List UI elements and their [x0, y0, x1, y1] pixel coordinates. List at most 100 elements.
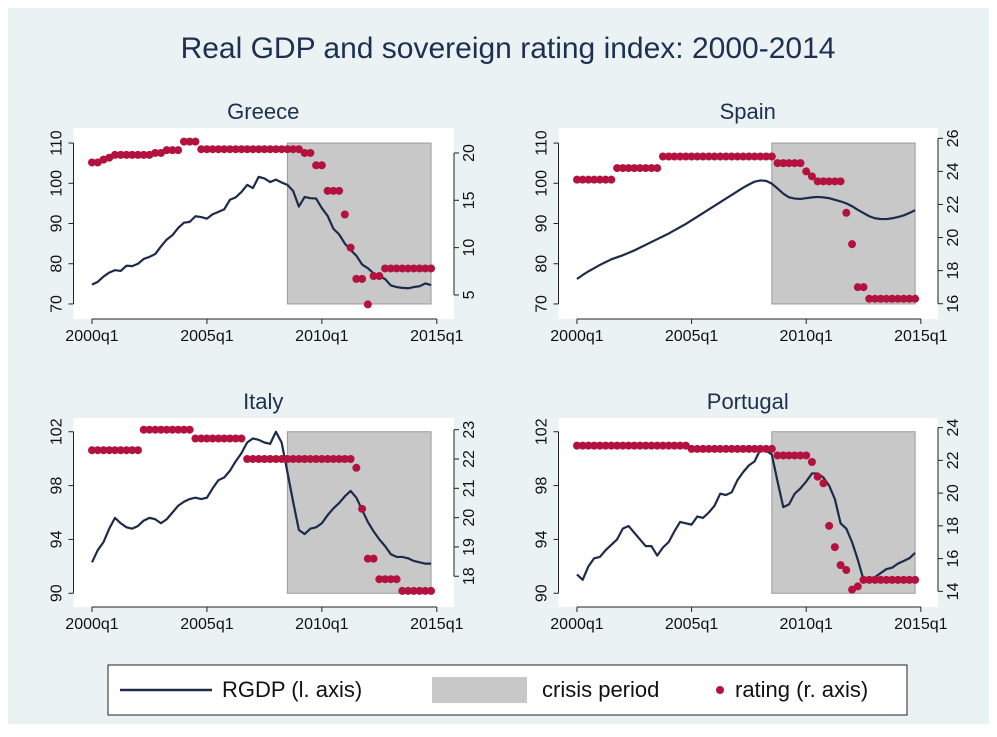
rating-dot: [87, 446, 96, 455]
rating-dot: [888, 575, 897, 584]
rating-dot: [145, 425, 154, 434]
rgdp-line: [90, 430, 432, 565]
rating-dot: [386, 264, 395, 273]
rating-dot: [658, 152, 667, 161]
rating-dot: [641, 441, 650, 450]
rating-dot: [156, 425, 165, 434]
rating-dot: [409, 586, 418, 595]
x-tick-label: 2005q1: [180, 616, 233, 633]
rating-dot: [744, 444, 753, 453]
rating-dot: [133, 150, 142, 159]
rating-dot: [197, 434, 206, 443]
rating-dot: [306, 148, 315, 157]
rating-dot: [202, 434, 211, 443]
x-tick-label: 2005q1: [180, 328, 233, 345]
rating-dot: [756, 444, 765, 453]
rating-dot: [704, 444, 713, 453]
rating-dot: [613, 164, 622, 173]
y-tick-label: 98: [49, 477, 66, 495]
rating-dot: [653, 441, 662, 450]
rating-dot: [848, 240, 857, 249]
rating-dot: [584, 441, 593, 450]
rating-dot: [727, 152, 736, 161]
rating-dot: [613, 441, 622, 450]
y2-tick-label: 10: [461, 239, 478, 257]
legend-label: rating (r. axis): [735, 677, 868, 702]
rating-dot: [369, 272, 378, 281]
rating-dot: [421, 264, 430, 273]
rating-dot: [381, 575, 390, 584]
rating-dot: [836, 177, 845, 186]
rating-dot: [590, 441, 599, 450]
rating-dot: [905, 575, 914, 584]
rating-dot: [762, 152, 771, 161]
rating-dot: [636, 164, 645, 173]
rating-dot: [179, 425, 188, 434]
rating-dot: [87, 158, 96, 167]
y-tick-label: 102: [534, 418, 551, 445]
x-tick-label: 2000q1: [550, 328, 603, 345]
rating-dot: [271, 455, 280, 464]
y2-tick-label: 18: [945, 262, 962, 280]
rating-dot: [283, 455, 292, 464]
rating-dot: [676, 441, 685, 450]
rating-dot: [836, 561, 845, 570]
y2-tick-label: 19: [461, 538, 478, 556]
rating-dot: [882, 294, 891, 303]
rating-dot: [283, 145, 292, 154]
rating-dot: [578, 175, 587, 184]
rating-dot: [876, 575, 885, 584]
rating-dot: [630, 441, 639, 450]
rating-dot: [191, 434, 200, 443]
rating-dot: [122, 150, 131, 159]
rating-dot: [139, 150, 148, 159]
rating-dot: [340, 455, 349, 464]
rating-dot: [128, 150, 137, 159]
rating-dot: [670, 441, 679, 450]
x-tick-label: 2010q1: [295, 616, 348, 633]
rating-dot: [687, 444, 696, 453]
rating-dot: [813, 472, 822, 481]
rating-dot: [208, 145, 217, 154]
panel-title: Portugal: [707, 389, 789, 414]
rating-dot: [381, 264, 390, 273]
rating-dot: [618, 164, 627, 173]
rating-dot: [716, 152, 725, 161]
rating-dot: [825, 177, 834, 186]
rating-dot: [415, 264, 424, 273]
y-tick-label: 90: [534, 215, 551, 233]
rating-dot: [618, 441, 627, 450]
rating-dot: [185, 137, 194, 146]
rating-dot: [704, 152, 713, 161]
rating-dot: [110, 150, 119, 159]
rating-dot: [796, 159, 805, 168]
rgdp-line: [576, 179, 916, 280]
rating-dot: [300, 148, 309, 157]
chart-title: Real GDP and sovereign rating index: 200…: [181, 32, 836, 65]
rating-dot: [231, 434, 240, 443]
y2-tick-label: 5: [461, 290, 478, 299]
y2-tick-label: 22: [945, 451, 962, 469]
rating-dot: [185, 425, 194, 434]
rating-dot: [358, 504, 367, 513]
x-tick-label: 2005q1: [665, 616, 718, 633]
rating-dot: [174, 425, 183, 434]
rating-dot: [767, 152, 776, 161]
rating-dot: [842, 208, 851, 217]
rating-dot: [647, 164, 656, 173]
rating-dot: [607, 175, 616, 184]
rating-dot: [243, 145, 252, 154]
rating-dot: [790, 451, 799, 460]
rating-dot: [870, 294, 879, 303]
rating-dot: [289, 455, 298, 464]
rating-dot: [744, 152, 753, 161]
rating-dot: [260, 145, 269, 154]
rating-dot: [323, 455, 332, 464]
rating-dot: [323, 186, 332, 195]
rating-dot: [785, 451, 794, 460]
rating-dot: [750, 152, 759, 161]
x-tick-label: 2010q1: [780, 328, 833, 345]
y-tick-label: 110: [534, 130, 551, 156]
